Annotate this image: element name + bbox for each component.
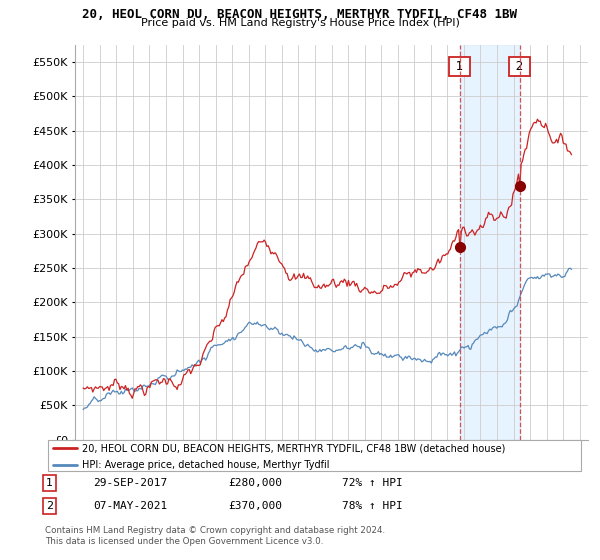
Text: HPI: Average price, detached house, Merthyr Tydfil: HPI: Average price, detached house, Mert… <box>82 460 329 469</box>
Text: 72% ↑ HPI: 72% ↑ HPI <box>342 478 403 488</box>
Text: 20, HEOL CORN DU, BEACON HEIGHTS, MERTHYR TYDFIL, CF48 1BW: 20, HEOL CORN DU, BEACON HEIGHTS, MERTHY… <box>83 8 517 21</box>
Text: Contains HM Land Registry data © Crown copyright and database right 2024.: Contains HM Land Registry data © Crown c… <box>45 526 385 535</box>
Text: 20, HEOL CORN DU, BEACON HEIGHTS, MERTHYR TYDFIL, CF48 1BW (detached house): 20, HEOL CORN DU, BEACON HEIGHTS, MERTHY… <box>82 443 505 453</box>
FancyBboxPatch shape <box>48 440 581 472</box>
Text: This data is licensed under the Open Government Licence v3.0.: This data is licensed under the Open Gov… <box>45 537 323 546</box>
Text: Price paid vs. HM Land Registry's House Price Index (HPI): Price paid vs. HM Land Registry's House … <box>140 18 460 28</box>
Text: 1: 1 <box>452 60 467 73</box>
Text: 07-MAY-2021: 07-MAY-2021 <box>93 501 167 511</box>
Text: 1: 1 <box>46 478 53 488</box>
Bar <box>460 45 520 440</box>
Text: 2: 2 <box>46 501 53 511</box>
Text: £280,000: £280,000 <box>228 478 282 488</box>
Text: 2: 2 <box>512 60 527 73</box>
Text: 29-SEP-2017: 29-SEP-2017 <box>93 478 167 488</box>
Text: £370,000: £370,000 <box>228 501 282 511</box>
Text: 78% ↑ HPI: 78% ↑ HPI <box>342 501 403 511</box>
